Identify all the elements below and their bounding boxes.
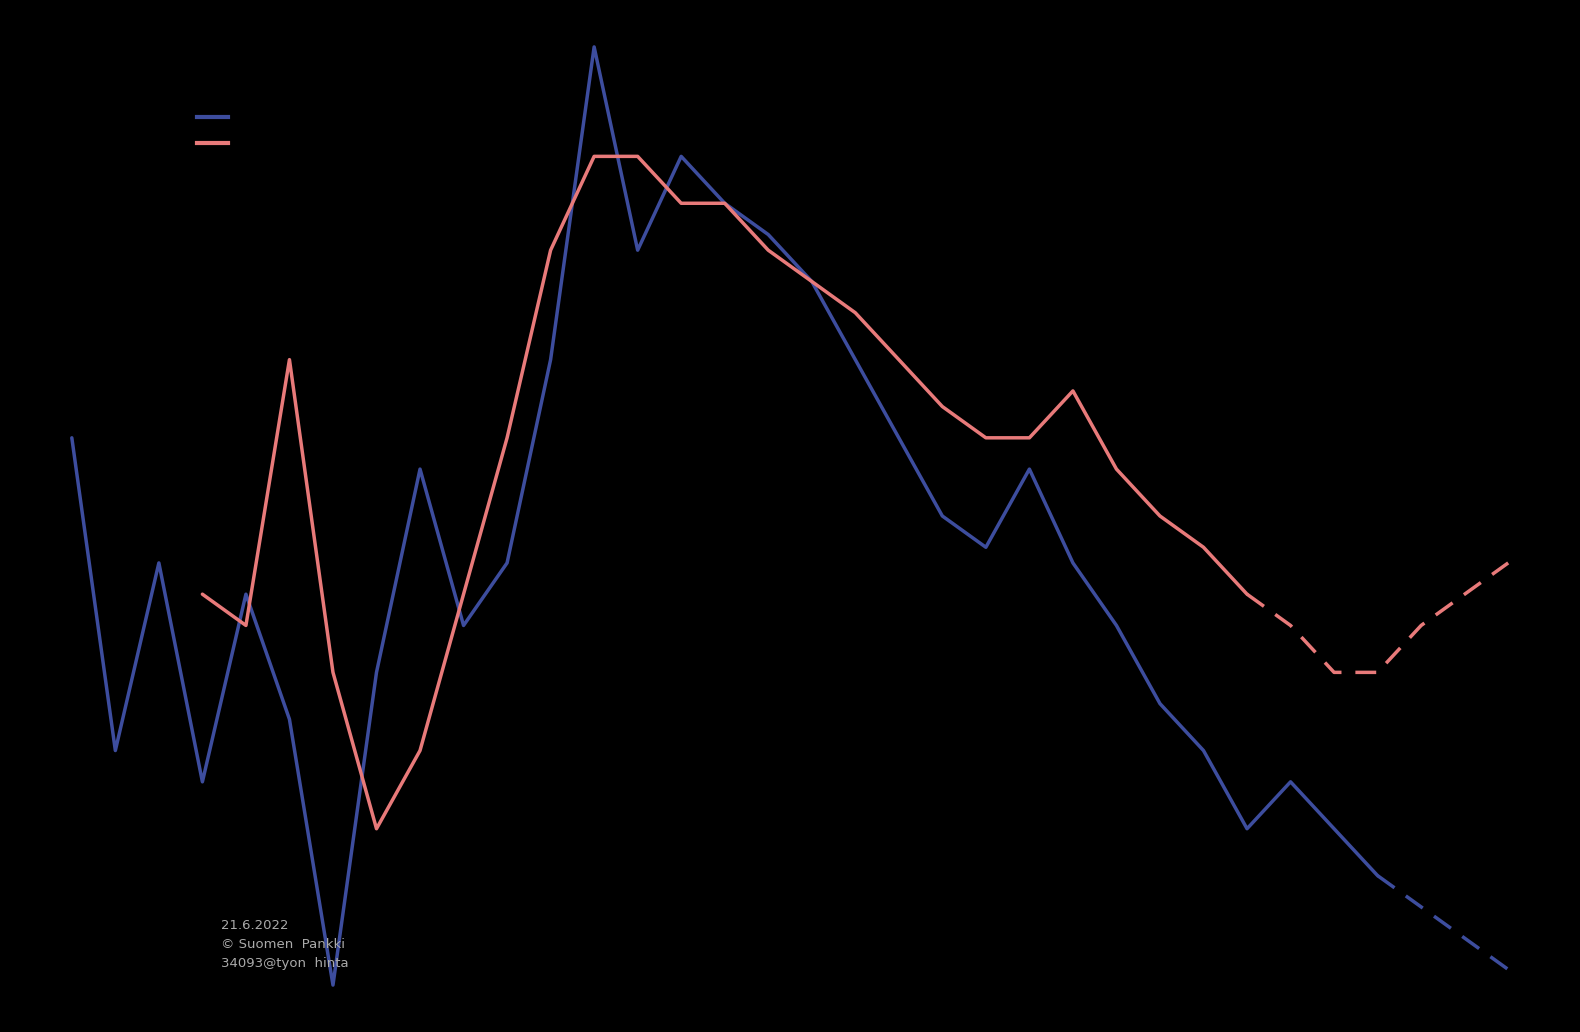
Legend: , : , [198, 110, 235, 152]
Text: 21.6.2022
© Suomen  Pankki
34093@tyon  hinta: 21.6.2022 © Suomen Pankki 34093@tyon hin… [221, 920, 349, 970]
